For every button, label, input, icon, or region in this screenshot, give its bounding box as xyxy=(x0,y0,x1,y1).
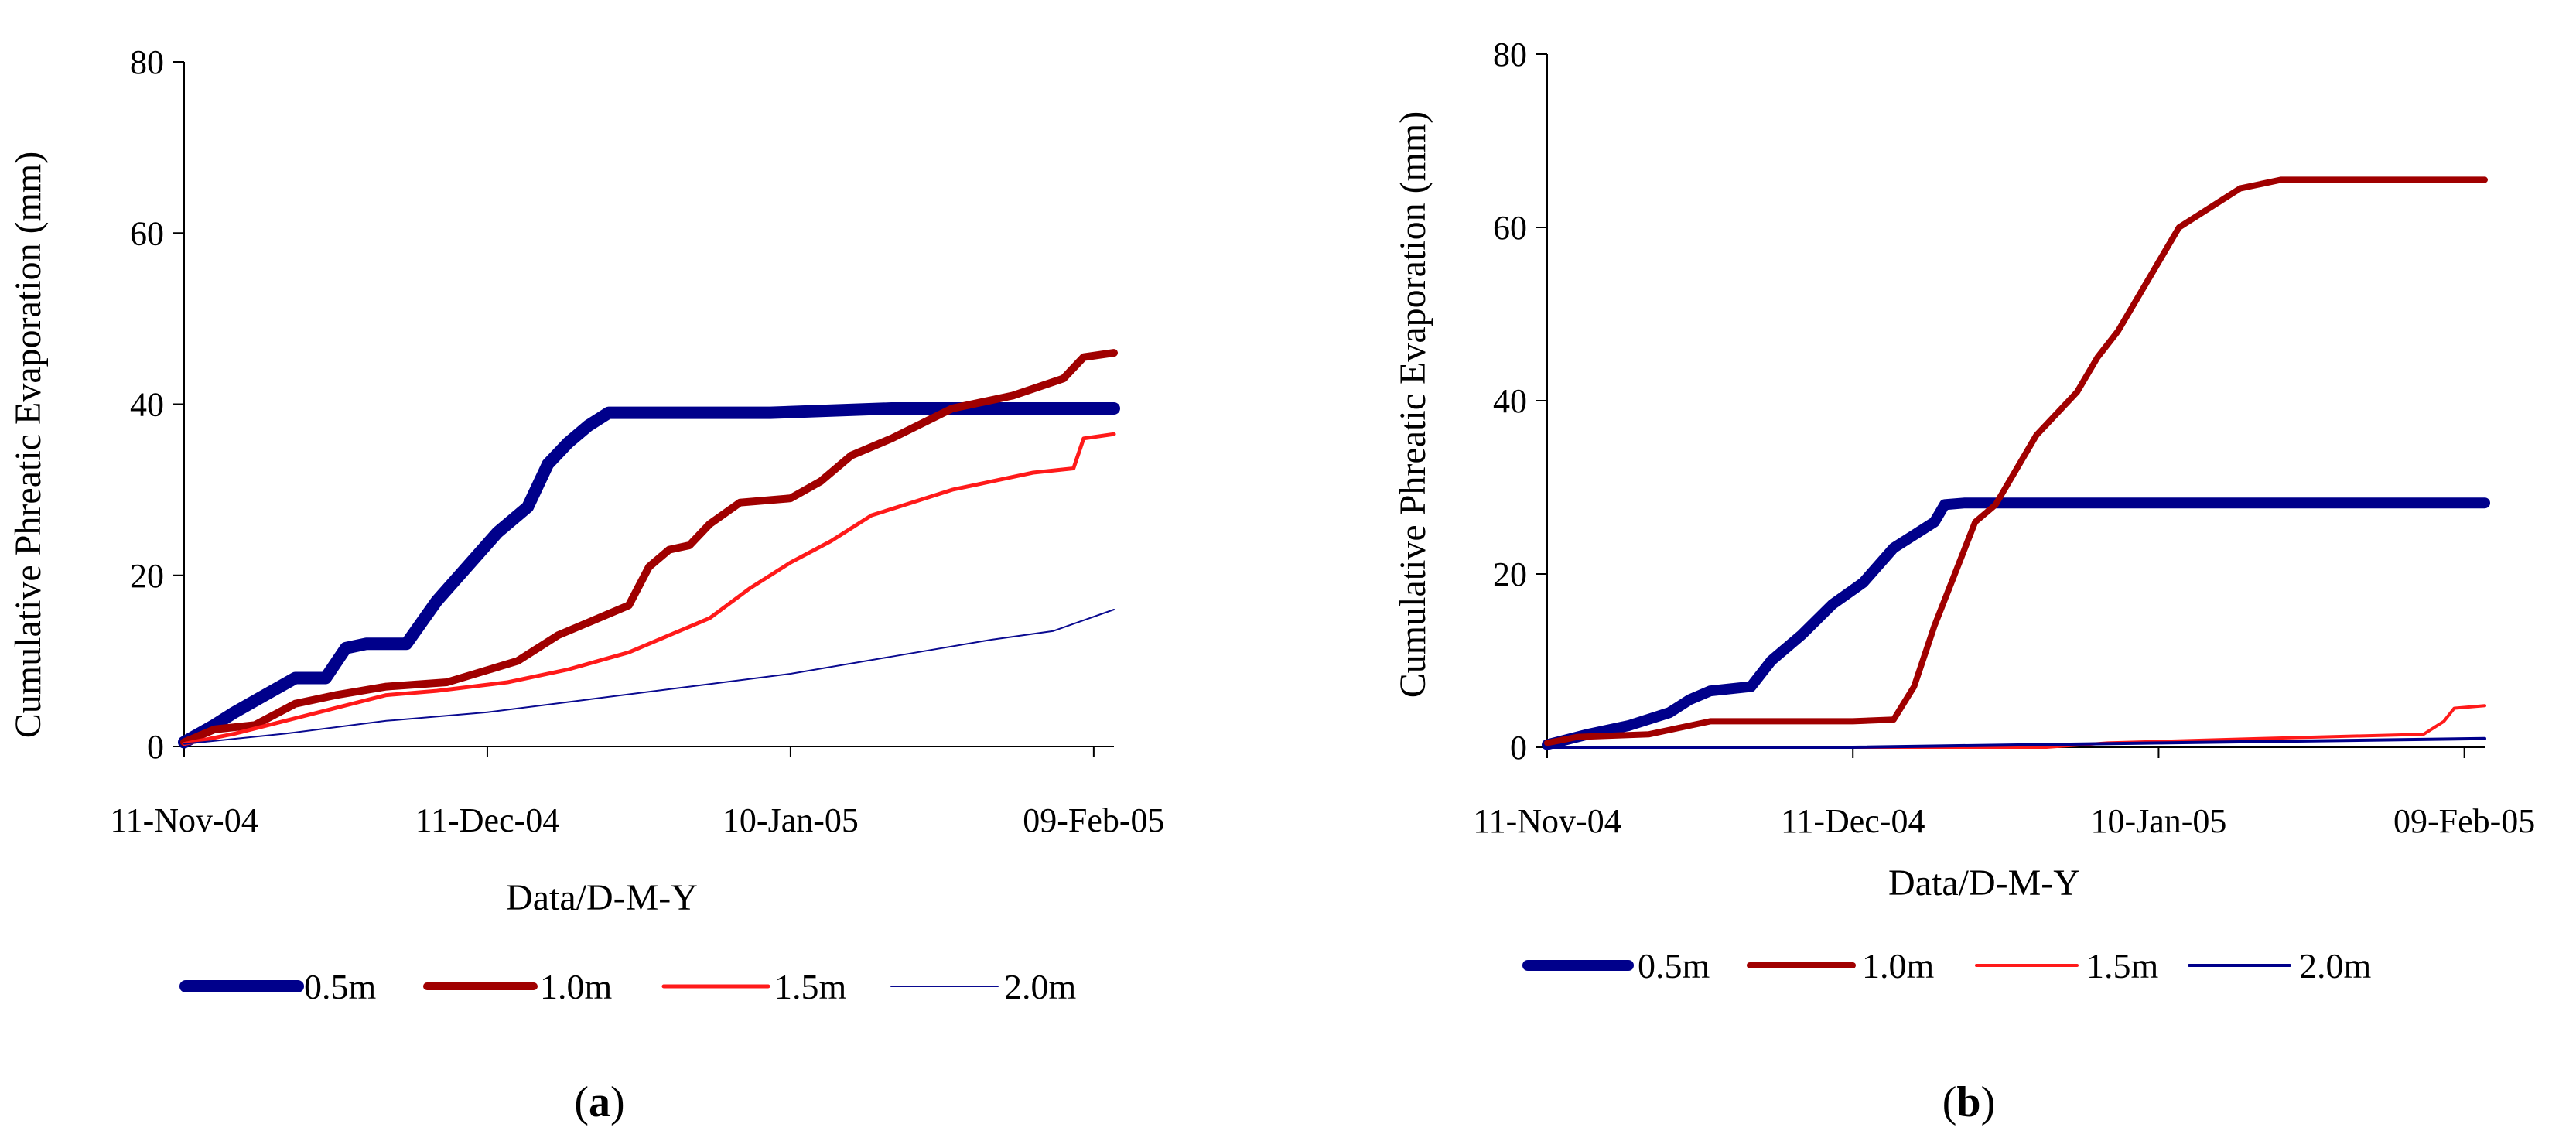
legend-label: 0.5m xyxy=(1638,946,1710,986)
y-tick-label: 20 xyxy=(130,557,164,595)
x-axis-title: Data/D-M-Y xyxy=(506,877,698,918)
y-tick-label: 80 xyxy=(1493,36,1527,73)
legend: 0.5m 1.0m 1.5m 2.0m xyxy=(179,967,1077,1006)
x-tick-label: 11-Nov-04 xyxy=(110,801,258,839)
series-line-1.5m xyxy=(182,432,1116,746)
series-line-1.5m xyxy=(1546,704,2486,749)
panel-b: Cumulative Phreatic Evaporation (mm) Dat… xyxy=(1392,36,2535,1126)
legend-label: 1.5m xyxy=(2086,946,2159,986)
x-tick-label: 11-Nov-04 xyxy=(1473,802,1621,840)
y-tick-label: 40 xyxy=(1493,382,1527,420)
series-line-1.0m xyxy=(1544,176,2488,746)
legend-label: 1.0m xyxy=(540,967,613,1006)
y-tick-label: 40 xyxy=(130,386,164,424)
y-axis-title-text: Cumulative Phreatic Evaporation (mm) xyxy=(8,152,49,738)
y-axis-title: Cumulative Phreatic Evaporation (mm) xyxy=(1392,111,1433,698)
legend: 0.5m 1.0m 1.5m 2.0m xyxy=(1522,946,2372,986)
legend-label: 1.0m xyxy=(1862,946,1935,986)
series-line-2.0m xyxy=(183,609,1115,745)
panel-a: Cumulative Phreatic Evaporation (mm) Dat… xyxy=(8,43,1165,1126)
y-tick-label: 60 xyxy=(130,214,164,252)
y-tick-label: 60 xyxy=(1493,209,1527,247)
legend-label: 0.5m xyxy=(304,967,377,1006)
x-tick-label: 10-Jan-05 xyxy=(2090,802,2226,840)
x-tick-label: 09-Feb-05 xyxy=(2393,802,2535,840)
y-tick-label: 20 xyxy=(1493,555,1527,593)
x-axis-title: Data/D-M-Y xyxy=(1888,863,2080,904)
y-tick-label: 0 xyxy=(147,728,164,766)
legend-label: 2.0m xyxy=(1004,967,1077,1006)
legend-label: 1.5m xyxy=(774,967,847,1006)
series-line-1.0m xyxy=(180,349,1118,746)
panel-label-a: (a) xyxy=(574,1078,624,1126)
y-tick-label: 80 xyxy=(130,43,164,81)
panel-label-b: (b) xyxy=(1942,1078,1995,1126)
x-tick-label: 11-Dec-04 xyxy=(1781,802,1925,840)
series-line-0.5m xyxy=(178,402,1120,749)
y-tick-label: 0 xyxy=(1510,729,1527,767)
series-line-0.5m xyxy=(1542,497,2490,750)
y-axis-title: Cumulative Phreatic Evaporation (mm) xyxy=(8,152,49,738)
x-tick-label: 10-Jan-05 xyxy=(723,801,859,839)
x-tick-label: 11-Dec-04 xyxy=(415,801,560,839)
legend-label: 2.0m xyxy=(2299,946,2372,986)
y-axis-title-text: Cumulative Phreatic Evaporation (mm) xyxy=(1392,111,1433,698)
x-tick-label: 09-Feb-05 xyxy=(1023,801,1164,839)
series-line-2.0m xyxy=(1546,736,2486,749)
